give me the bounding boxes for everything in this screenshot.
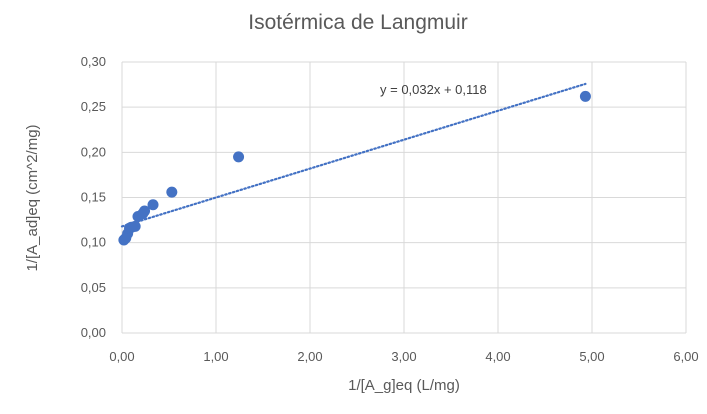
- x-tick-label: 1,00: [203, 349, 228, 364]
- data-point: [139, 205, 151, 217]
- y-axis-label: 1/[A_ad]eq (cm^2/mg): [24, 124, 41, 271]
- chart-title: Isotérmica de Langmuir: [248, 11, 467, 34]
- trendline-line: [120, 82, 587, 228]
- x-tick-label: 0,00: [109, 349, 134, 364]
- x-tick-label: 3,00: [391, 349, 416, 364]
- data-point: [166, 186, 178, 198]
- y-tick-label: 0,20: [81, 144, 106, 159]
- x-tick-label: 4,00: [485, 349, 510, 364]
- tick-labels: 0,00 0,05 0,10 0,15 0,20 0,25 0,30 0,00 1,00 2,00…: [81, 54, 699, 364]
- y-tick-label: 0,05: [81, 280, 106, 295]
- x-tick-label: 5,00: [579, 349, 604, 364]
- x-axis-label: 1/[A_g]eq (L/mg): [348, 377, 460, 394]
- y-tick-label: 0,30: [81, 54, 106, 69]
- y-tick-label: 0,10: [81, 235, 106, 250]
- y-tick-label: 0,15: [81, 190, 106, 205]
- data-point: [129, 220, 141, 232]
- x-tick-label: 6,00: [673, 349, 698, 364]
- trendline: [120, 82, 587, 228]
- y-tick-label: 0,25: [81, 99, 106, 114]
- data-points: [118, 90, 591, 246]
- gridlines: [121, 61, 687, 334]
- data-point: [147, 199, 159, 211]
- trendline-equation: y = 0,032x + 0,118: [380, 82, 487, 97]
- x-tick-label: 2,00: [297, 349, 322, 364]
- data-point: [233, 151, 245, 163]
- y-tick-label: 0,00: [81, 325, 106, 340]
- data-point: [579, 90, 591, 102]
